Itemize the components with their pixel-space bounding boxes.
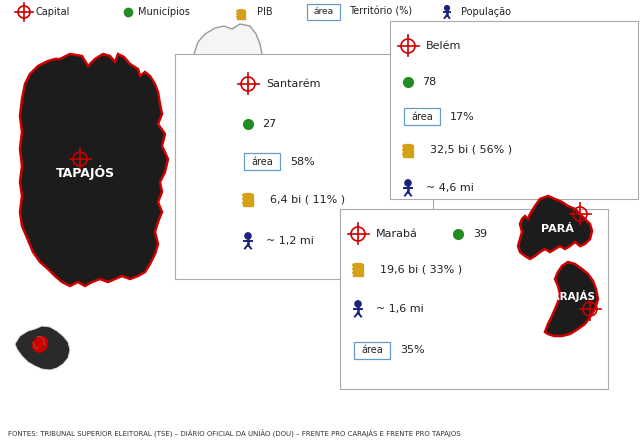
Text: Capital: Capital — [36, 7, 70, 17]
Polygon shape — [20, 54, 168, 286]
Ellipse shape — [237, 16, 245, 18]
Polygon shape — [255, 119, 295, 189]
Circle shape — [445, 6, 449, 11]
Bar — [243, 195, 253, 198]
Text: ~ 1,6 mi: ~ 1,6 mi — [376, 304, 424, 314]
Text: 32,5 bi ( 56% ): 32,5 bi ( 56% ) — [430, 145, 512, 155]
Text: área: área — [361, 345, 383, 355]
Text: 27: 27 — [262, 119, 276, 129]
Text: 17%: 17% — [450, 112, 475, 122]
FancyBboxPatch shape — [354, 341, 390, 358]
Text: Belém: Belém — [426, 41, 461, 51]
Text: CARAJÁS: CARAJÁS — [545, 290, 595, 302]
Text: ~ 1,2 mi: ~ 1,2 mi — [266, 236, 314, 246]
Ellipse shape — [237, 13, 245, 15]
FancyBboxPatch shape — [390, 21, 638, 199]
Bar — [237, 14, 245, 16]
Text: 78: 78 — [422, 77, 436, 87]
Text: FONTES: TRIBUNAL SUPERIOR ELEITORAL (TSE) – DIÁRIO OFICIAL DA UNIÃO (DOU) – FREN: FONTES: TRIBUNAL SUPERIOR ELEITORAL (TSE… — [8, 430, 461, 438]
Bar — [243, 203, 253, 206]
Text: PARÁ: PARÁ — [541, 224, 573, 234]
FancyBboxPatch shape — [307, 4, 340, 20]
Text: TAPAJÓS: TAPAJÓS — [198, 128, 252, 140]
Text: 6,4 bi ( 11% ): 6,4 bi ( 11% ) — [270, 194, 345, 204]
Text: ~ 4,6 mi: ~ 4,6 mi — [426, 183, 474, 193]
Bar — [243, 199, 253, 202]
Polygon shape — [190, 24, 262, 216]
FancyBboxPatch shape — [340, 209, 608, 389]
Ellipse shape — [243, 194, 253, 196]
Text: TAPAJÓS: TAPAJÓS — [56, 164, 115, 179]
Ellipse shape — [237, 10, 245, 12]
Circle shape — [355, 301, 361, 307]
Text: Território (%): Território (%) — [349, 7, 412, 17]
Text: área: área — [314, 8, 333, 16]
Text: Santarém: Santarém — [266, 79, 321, 89]
Ellipse shape — [353, 263, 364, 266]
Polygon shape — [32, 336, 48, 353]
Ellipse shape — [243, 198, 253, 200]
Text: Marabá: Marabá — [376, 229, 418, 239]
Circle shape — [405, 180, 411, 186]
Bar — [403, 154, 413, 157]
Polygon shape — [545, 262, 598, 336]
FancyBboxPatch shape — [404, 108, 440, 126]
Ellipse shape — [403, 144, 413, 147]
Ellipse shape — [353, 267, 364, 270]
Text: área: área — [251, 157, 273, 167]
Text: PARÁ: PARÁ — [273, 99, 284, 123]
Text: CARAJÁS: CARAJÁS — [258, 154, 292, 162]
Text: PIB: PIB — [257, 7, 273, 17]
Ellipse shape — [403, 152, 413, 155]
Ellipse shape — [403, 148, 413, 151]
Bar — [237, 17, 245, 20]
Polygon shape — [262, 84, 295, 134]
Polygon shape — [15, 326, 70, 370]
Bar — [403, 150, 413, 153]
Bar — [237, 11, 245, 13]
Ellipse shape — [243, 201, 253, 204]
Polygon shape — [518, 196, 592, 259]
Text: área: área — [411, 112, 433, 122]
FancyBboxPatch shape — [244, 154, 280, 170]
Text: 58%: 58% — [290, 157, 315, 167]
Text: Municípios: Municípios — [138, 7, 190, 17]
Bar — [353, 273, 364, 276]
Bar — [353, 269, 364, 272]
Bar — [353, 265, 364, 268]
Circle shape — [245, 233, 251, 239]
Text: 35%: 35% — [400, 345, 424, 355]
Bar — [403, 146, 413, 149]
Ellipse shape — [353, 271, 364, 274]
FancyBboxPatch shape — [175, 54, 433, 279]
Text: 19,6 bi ( 33% ): 19,6 bi ( 33% ) — [380, 264, 462, 274]
Text: População: População — [461, 7, 511, 17]
Text: 39: 39 — [473, 229, 487, 239]
